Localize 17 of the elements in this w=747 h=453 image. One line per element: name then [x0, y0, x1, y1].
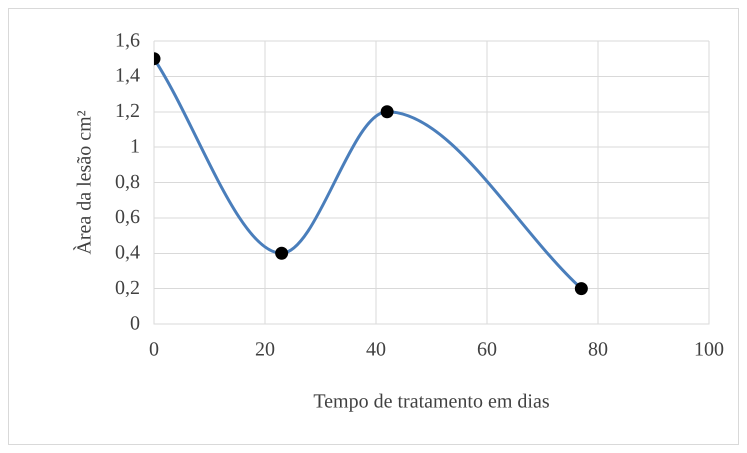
x-tick-label: 40: [366, 338, 386, 360]
y-tick-label: 1,6: [115, 29, 140, 52]
y-tick-label: 1,4: [115, 64, 140, 87]
y-tick-label: 1,2: [115, 100, 140, 122]
y-axis-title: Àrea da lesão cm²: [72, 110, 96, 255]
x-tick-label: 60: [477, 338, 497, 360]
y-tick-label: 0,4: [115, 242, 140, 264]
y-tick-label: 0,2: [115, 276, 140, 299]
x-tick-label: 20: [255, 338, 275, 360]
y-tick-label: 0: [130, 312, 140, 334]
y-tick-label: 1: [130, 135, 140, 158]
y-tick-label: 0,8: [115, 170, 140, 193]
x-tick-label: 80: [588, 338, 608, 360]
x-tick-label: 0: [149, 338, 159, 360]
y-tick-label: 0,6: [115, 206, 140, 228]
x-axis-title: Tempo de tratamento em dias: [313, 390, 550, 412]
x-tick-label: 100: [694, 338, 724, 360]
